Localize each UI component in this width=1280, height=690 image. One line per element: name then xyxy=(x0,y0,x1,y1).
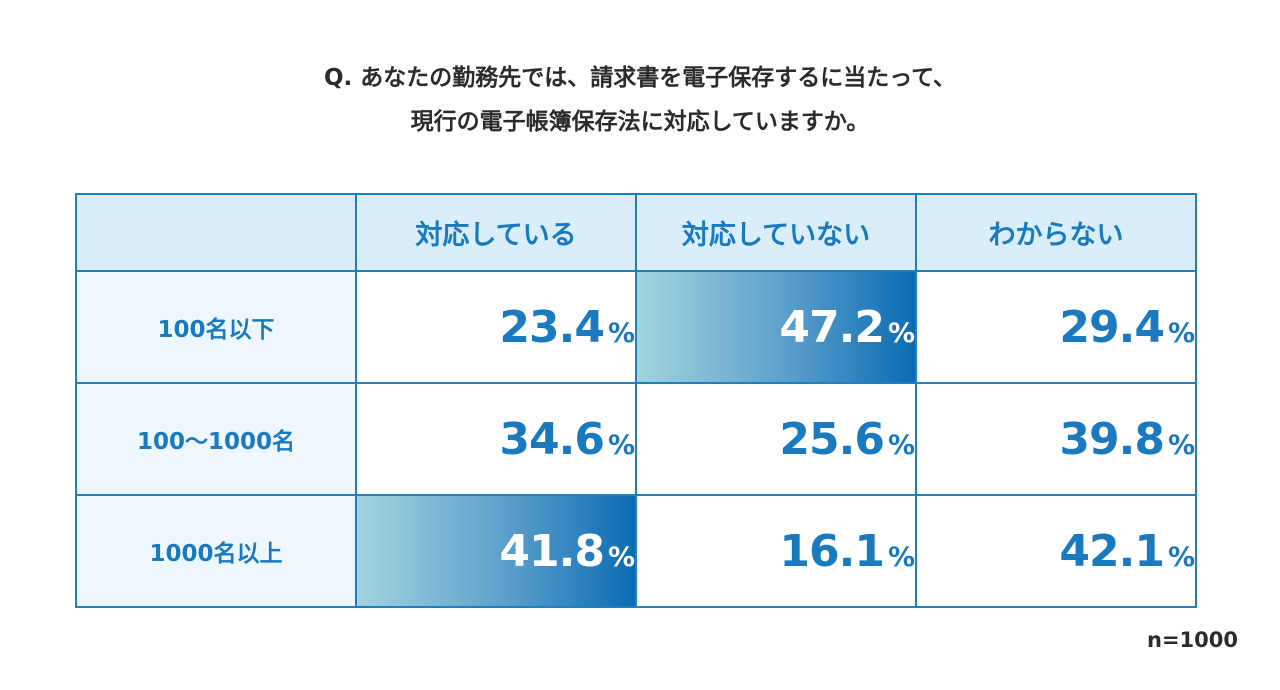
value-cell: 39.8% xyxy=(915,382,1197,496)
percent-sign: % xyxy=(607,541,635,573)
percent-sign: % xyxy=(607,317,635,349)
table-row: 100名以下 23.4% 47.2% 29.4% xyxy=(75,270,1197,384)
chart-title: Q. あなたの勤務先では、請求書を電子保存するに当たって、 現行の電子帳簿保存法… xyxy=(0,56,1280,144)
row-header: 100名以下 xyxy=(75,270,357,384)
value-number: 34.6 xyxy=(499,413,605,465)
percent-sign: % xyxy=(887,429,915,461)
sample-size-label: n=1000 xyxy=(1147,628,1238,652)
value-number: 29.4 xyxy=(1059,301,1165,353)
value-cell: 34.6% xyxy=(355,382,637,496)
header-row: 対応している 対応していない わからない xyxy=(75,193,1197,272)
value-cell: 25.6% xyxy=(635,382,917,496)
title-line-2: 現行の電子帳簿保存法に対応していますか。 xyxy=(410,109,870,135)
results-table: 対応している 対応していない わからない 100名以下 23.4% 47.2% … xyxy=(75,193,1197,608)
percent-sign: % xyxy=(607,429,635,461)
row-header: 100〜1000名 xyxy=(75,382,357,496)
value-number: 16.1 xyxy=(779,525,885,577)
value-number: 39.8 xyxy=(1059,413,1165,465)
percent-sign: % xyxy=(1167,541,1195,573)
percent-sign: % xyxy=(887,317,915,349)
value-cell: 29.4% xyxy=(915,270,1197,384)
value-cell: 47.2% xyxy=(635,270,917,384)
column-header-supported: 対応している xyxy=(355,193,637,272)
percent-sign: % xyxy=(1167,317,1195,349)
table-row: 1000名以上 41.8% 16.1% 42.1% xyxy=(75,494,1197,608)
value-cell: 23.4% xyxy=(355,270,637,384)
value-cell: 41.8% xyxy=(355,494,637,608)
value-number: 25.6 xyxy=(779,413,885,465)
title-line-1: Q. あなたの勤務先では、請求書を電子保存するに当たって、 xyxy=(324,65,956,91)
value-number: 47.2 xyxy=(779,301,885,353)
value-cell: 16.1% xyxy=(635,494,917,608)
value-number: 42.1 xyxy=(1059,525,1165,577)
value-cell: 42.1% xyxy=(915,494,1197,608)
column-header-not-supported: 対応していない xyxy=(635,193,917,272)
row-header: 1000名以上 xyxy=(75,494,357,608)
percent-sign: % xyxy=(1167,429,1195,461)
percent-sign: % xyxy=(887,541,915,573)
corner-cell xyxy=(75,193,357,272)
value-number: 41.8 xyxy=(499,525,605,577)
value-number: 23.4 xyxy=(499,301,605,353)
column-header-unknown: わからない xyxy=(915,193,1197,272)
table-row: 100〜1000名 34.6% 25.6% 39.8% xyxy=(75,382,1197,496)
